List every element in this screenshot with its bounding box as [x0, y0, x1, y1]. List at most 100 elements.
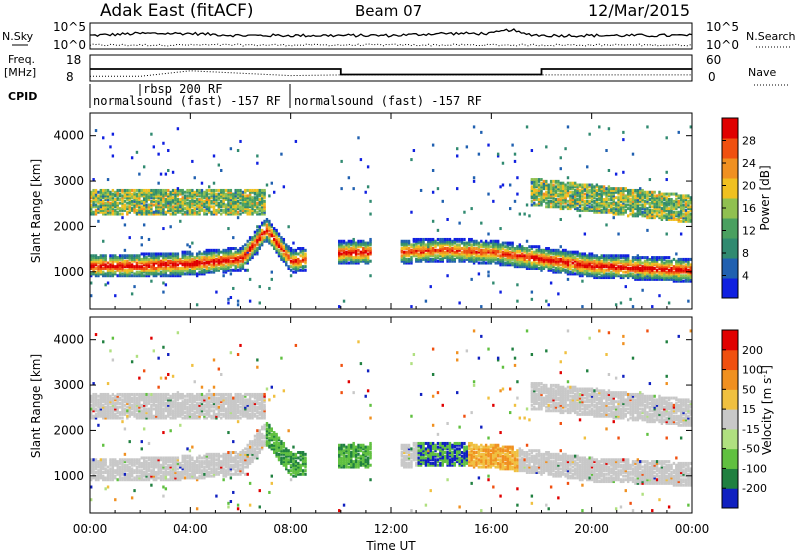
- power-cell: [665, 232, 668, 236]
- power-cell: [648, 266, 652, 270]
- power-cell: [403, 254, 406, 258]
- power-cell: [578, 252, 582, 256]
- velocity-cell: [111, 402, 115, 406]
- power-cell: [533, 192, 536, 196]
- velocity-cell: [111, 412, 115, 416]
- velocity-cell: [109, 460, 112, 464]
- power-cell: [222, 254, 225, 258]
- power-cell: [111, 268, 115, 272]
- power-cell: [658, 192, 661, 196]
- power-cell: [260, 208, 264, 212]
- power-cell: [200, 268, 204, 272]
- power-cell: [499, 227, 502, 231]
- power-cell: [212, 201, 216, 205]
- power-cell: [347, 241, 351, 245]
- power-cell: [434, 257, 437, 261]
- power-cell: [123, 272, 127, 276]
- power-cell: [258, 228, 261, 232]
- power-cell: [578, 274, 582, 278]
- power-cell: [345, 252, 348, 256]
- velocity-cell: [90, 407, 93, 411]
- power-cell: [301, 265, 305, 269]
- power-cell: [564, 250, 567, 254]
- power-cell: [537, 250, 541, 254]
- velocity-cell: [126, 460, 129, 464]
- power-cell: [135, 192, 139, 196]
- power-cell: [145, 207, 148, 211]
- power-cell: [114, 270, 117, 274]
- power-cell: [234, 208, 237, 212]
- power-cell: [487, 192, 490, 196]
- power-cell: [130, 194, 134, 198]
- power-cell: [665, 270, 668, 274]
- power-cell: [121, 265, 124, 269]
- velocity-cell: [102, 405, 105, 409]
- power-cell: [227, 265, 230, 269]
- power-cell: [612, 210, 615, 214]
- power-cell: [186, 250, 189, 254]
- power-cell: [181, 196, 184, 200]
- power-cell: [299, 248, 302, 252]
- power-cell: [417, 247, 420, 251]
- velocity-cell: [130, 360, 134, 364]
- power-cell: [167, 261, 170, 265]
- power-cell: [236, 205, 240, 209]
- power-cell: [595, 276, 599, 280]
- power-cell: [90, 294, 93, 298]
- velocity-cell: [128, 467, 131, 471]
- power-cell: [663, 274, 666, 278]
- power-cell: [561, 185, 565, 189]
- power-cell: [586, 256, 589, 260]
- power-cell: [186, 265, 189, 269]
- velocity-cell: [106, 478, 110, 482]
- power-cell: [525, 265, 529, 269]
- velocity-cell: [111, 400, 115, 404]
- power-cell: [492, 257, 495, 261]
- power-cell: [607, 272, 611, 276]
- power-cell: [648, 214, 652, 218]
- power-cell: [547, 187, 550, 191]
- power-cell: [234, 256, 237, 260]
- power-cell: [224, 270, 228, 274]
- power-cell: [260, 232, 264, 236]
- power-cell: [188, 196, 192, 200]
- power-cell: [104, 266, 107, 270]
- power-cell: [277, 252, 281, 256]
- power-cell: [653, 272, 656, 276]
- power-cell: [636, 192, 640, 196]
- power-cell: [614, 270, 618, 274]
- power-cell: [672, 207, 676, 211]
- power-cell: [448, 237, 452, 241]
- power-cell: [634, 194, 637, 198]
- power-cell: [687, 268, 690, 272]
- power-cell: [260, 237, 264, 241]
- power-cell: [270, 241, 273, 245]
- velocity-cell: [111, 465, 115, 469]
- power-cell: [679, 232, 683, 236]
- power-cell: [297, 257, 300, 261]
- power-cell: [586, 261, 589, 265]
- velocity-cell: [92, 409, 95, 413]
- power-cell: [415, 254, 418, 258]
- power-cell: [181, 268, 184, 272]
- power-cell: [205, 194, 208, 198]
- velocity-cell: [104, 476, 107, 480]
- power-cell: [118, 208, 122, 212]
- power-cell: [99, 257, 103, 261]
- velocity-cell: [97, 476, 100, 480]
- power-cell: [217, 210, 221, 214]
- power-cell: [282, 185, 286, 189]
- power-cell: [636, 207, 640, 211]
- power-cell: [133, 265, 136, 269]
- velocity-cell: [128, 469, 131, 473]
- power-cell: [566, 176, 570, 180]
- power-cell: [97, 205, 100, 209]
- power-cell: [675, 210, 678, 214]
- power-cell: [549, 263, 553, 267]
- power-cell: [545, 181, 548, 185]
- power-cell: [533, 257, 536, 261]
- power-cell: [607, 208, 611, 212]
- power-cell: [530, 263, 534, 267]
- power-cell: [169, 252, 172, 256]
- power-cell: [600, 210, 603, 214]
